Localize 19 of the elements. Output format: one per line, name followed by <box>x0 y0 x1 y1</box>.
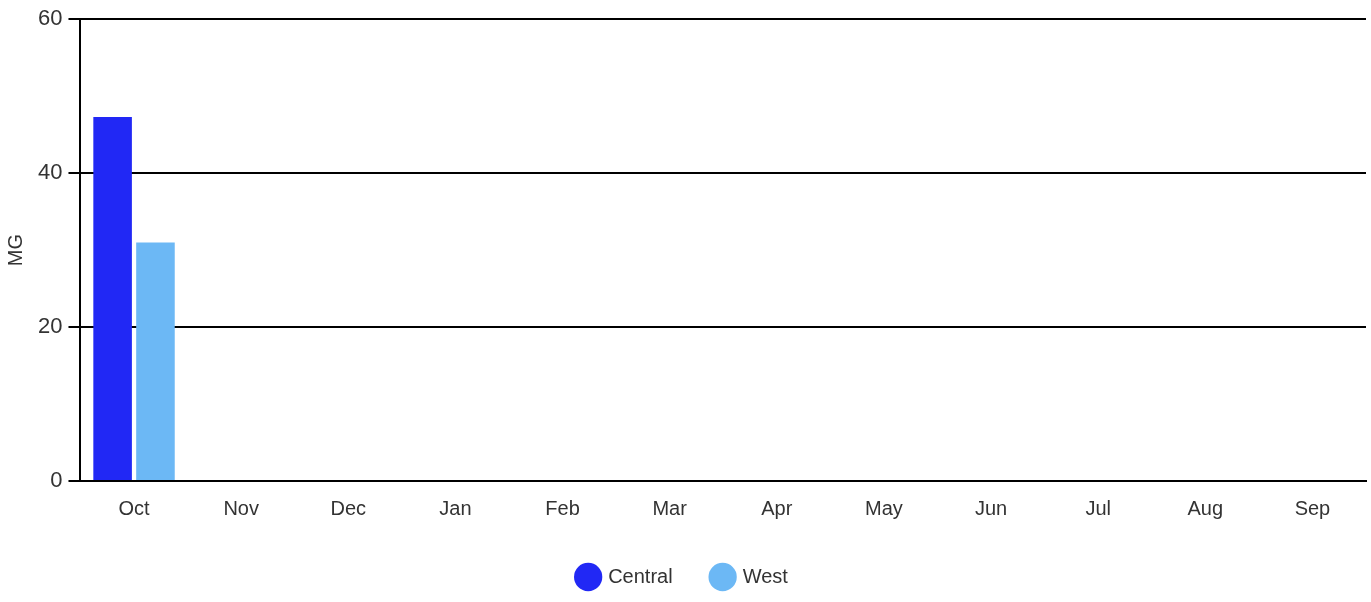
y-tick-label: 40 <box>37 159 63 185</box>
x-tick-label: Aug <box>1187 496 1224 519</box>
x-tick-label: Apr <box>761 496 793 519</box>
y-tick-label: 20 <box>37 313 63 339</box>
x-tick-label: Oct <box>118 496 151 519</box>
x-tick-label: Nov <box>223 496 259 519</box>
legend-label: West <box>742 564 789 587</box>
y-tick-label: 60 <box>37 5 63 31</box>
x-tick-label: Feb <box>545 496 580 519</box>
x-tick-label: Jul <box>1085 496 1111 519</box>
x-tick-label: Jun <box>974 496 1008 519</box>
x-tick-label: Sep <box>1294 496 1331 519</box>
legend-label: Central <box>608 564 673 587</box>
y-tick-label: 0 <box>50 467 63 493</box>
x-tick-label: Jan <box>439 496 472 519</box>
y-axis-title: MG <box>3 233 26 267</box>
x-tick-label: May <box>865 496 903 519</box>
x-tick-label: Dec <box>330 496 367 519</box>
x-tick-label: Mar <box>652 496 688 519</box>
